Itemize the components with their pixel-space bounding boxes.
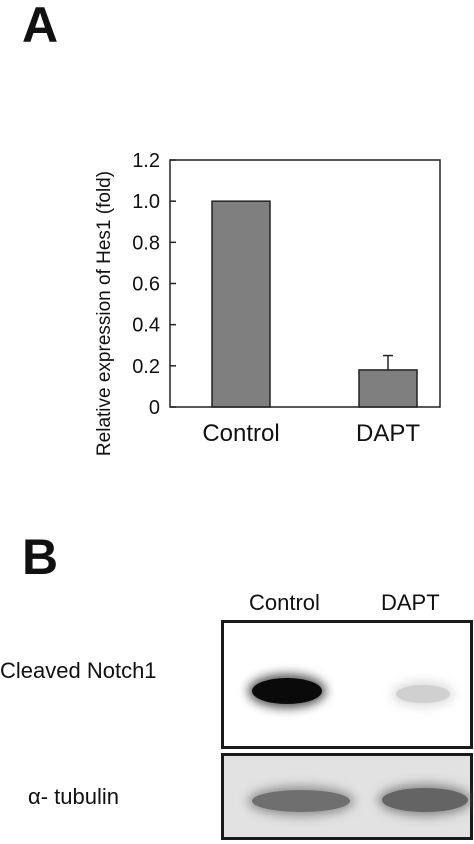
band-tubulin-control bbox=[252, 790, 350, 812]
x-category-label: Control bbox=[202, 420, 279, 447]
panel-b-letter: B bbox=[22, 529, 59, 585]
band-notch1-control bbox=[252, 678, 322, 704]
western-blot-cleaved-notch1 bbox=[221, 620, 473, 749]
hes1-bar-chart: 0 0.2 0.4 0.6 0.8 1.0 1.2 Relative expression o… bbox=[94, 150, 441, 456]
lane-label-dapt: DAPT bbox=[381, 590, 440, 615]
y-tick-label: 0.4 bbox=[132, 315, 160, 337]
y-tick-label: 1.2 bbox=[132, 150, 160, 172]
lane-label-control: Control bbox=[249, 590, 320, 615]
x-category-label: DAPT bbox=[356, 420, 420, 447]
y-tick-label: 0.6 bbox=[132, 274, 160, 296]
western-blot-alpha-tubulin bbox=[221, 753, 473, 840]
y-tick-label: 1.0 bbox=[132, 191, 160, 213]
row-label-cleaved-notch1: Cleaved Notch1 bbox=[0, 658, 157, 683]
y-axis-label: Relative expression of Hes1 (fold) bbox=[94, 171, 115, 456]
bar-control bbox=[211, 200, 271, 408]
row-label-alpha-tubulin: α- tubulin bbox=[28, 784, 119, 809]
y-tick-label: 0 bbox=[149, 397, 160, 419]
band-tubulin-dapt bbox=[382, 788, 468, 812]
bar-dapt bbox=[358, 369, 418, 408]
band-notch1-dapt bbox=[396, 685, 450, 703]
y-tick-label: 0.8 bbox=[132, 232, 160, 254]
y-tick-label: 0.2 bbox=[132, 356, 160, 378]
panel-a-letter: A bbox=[22, 0, 59, 53]
